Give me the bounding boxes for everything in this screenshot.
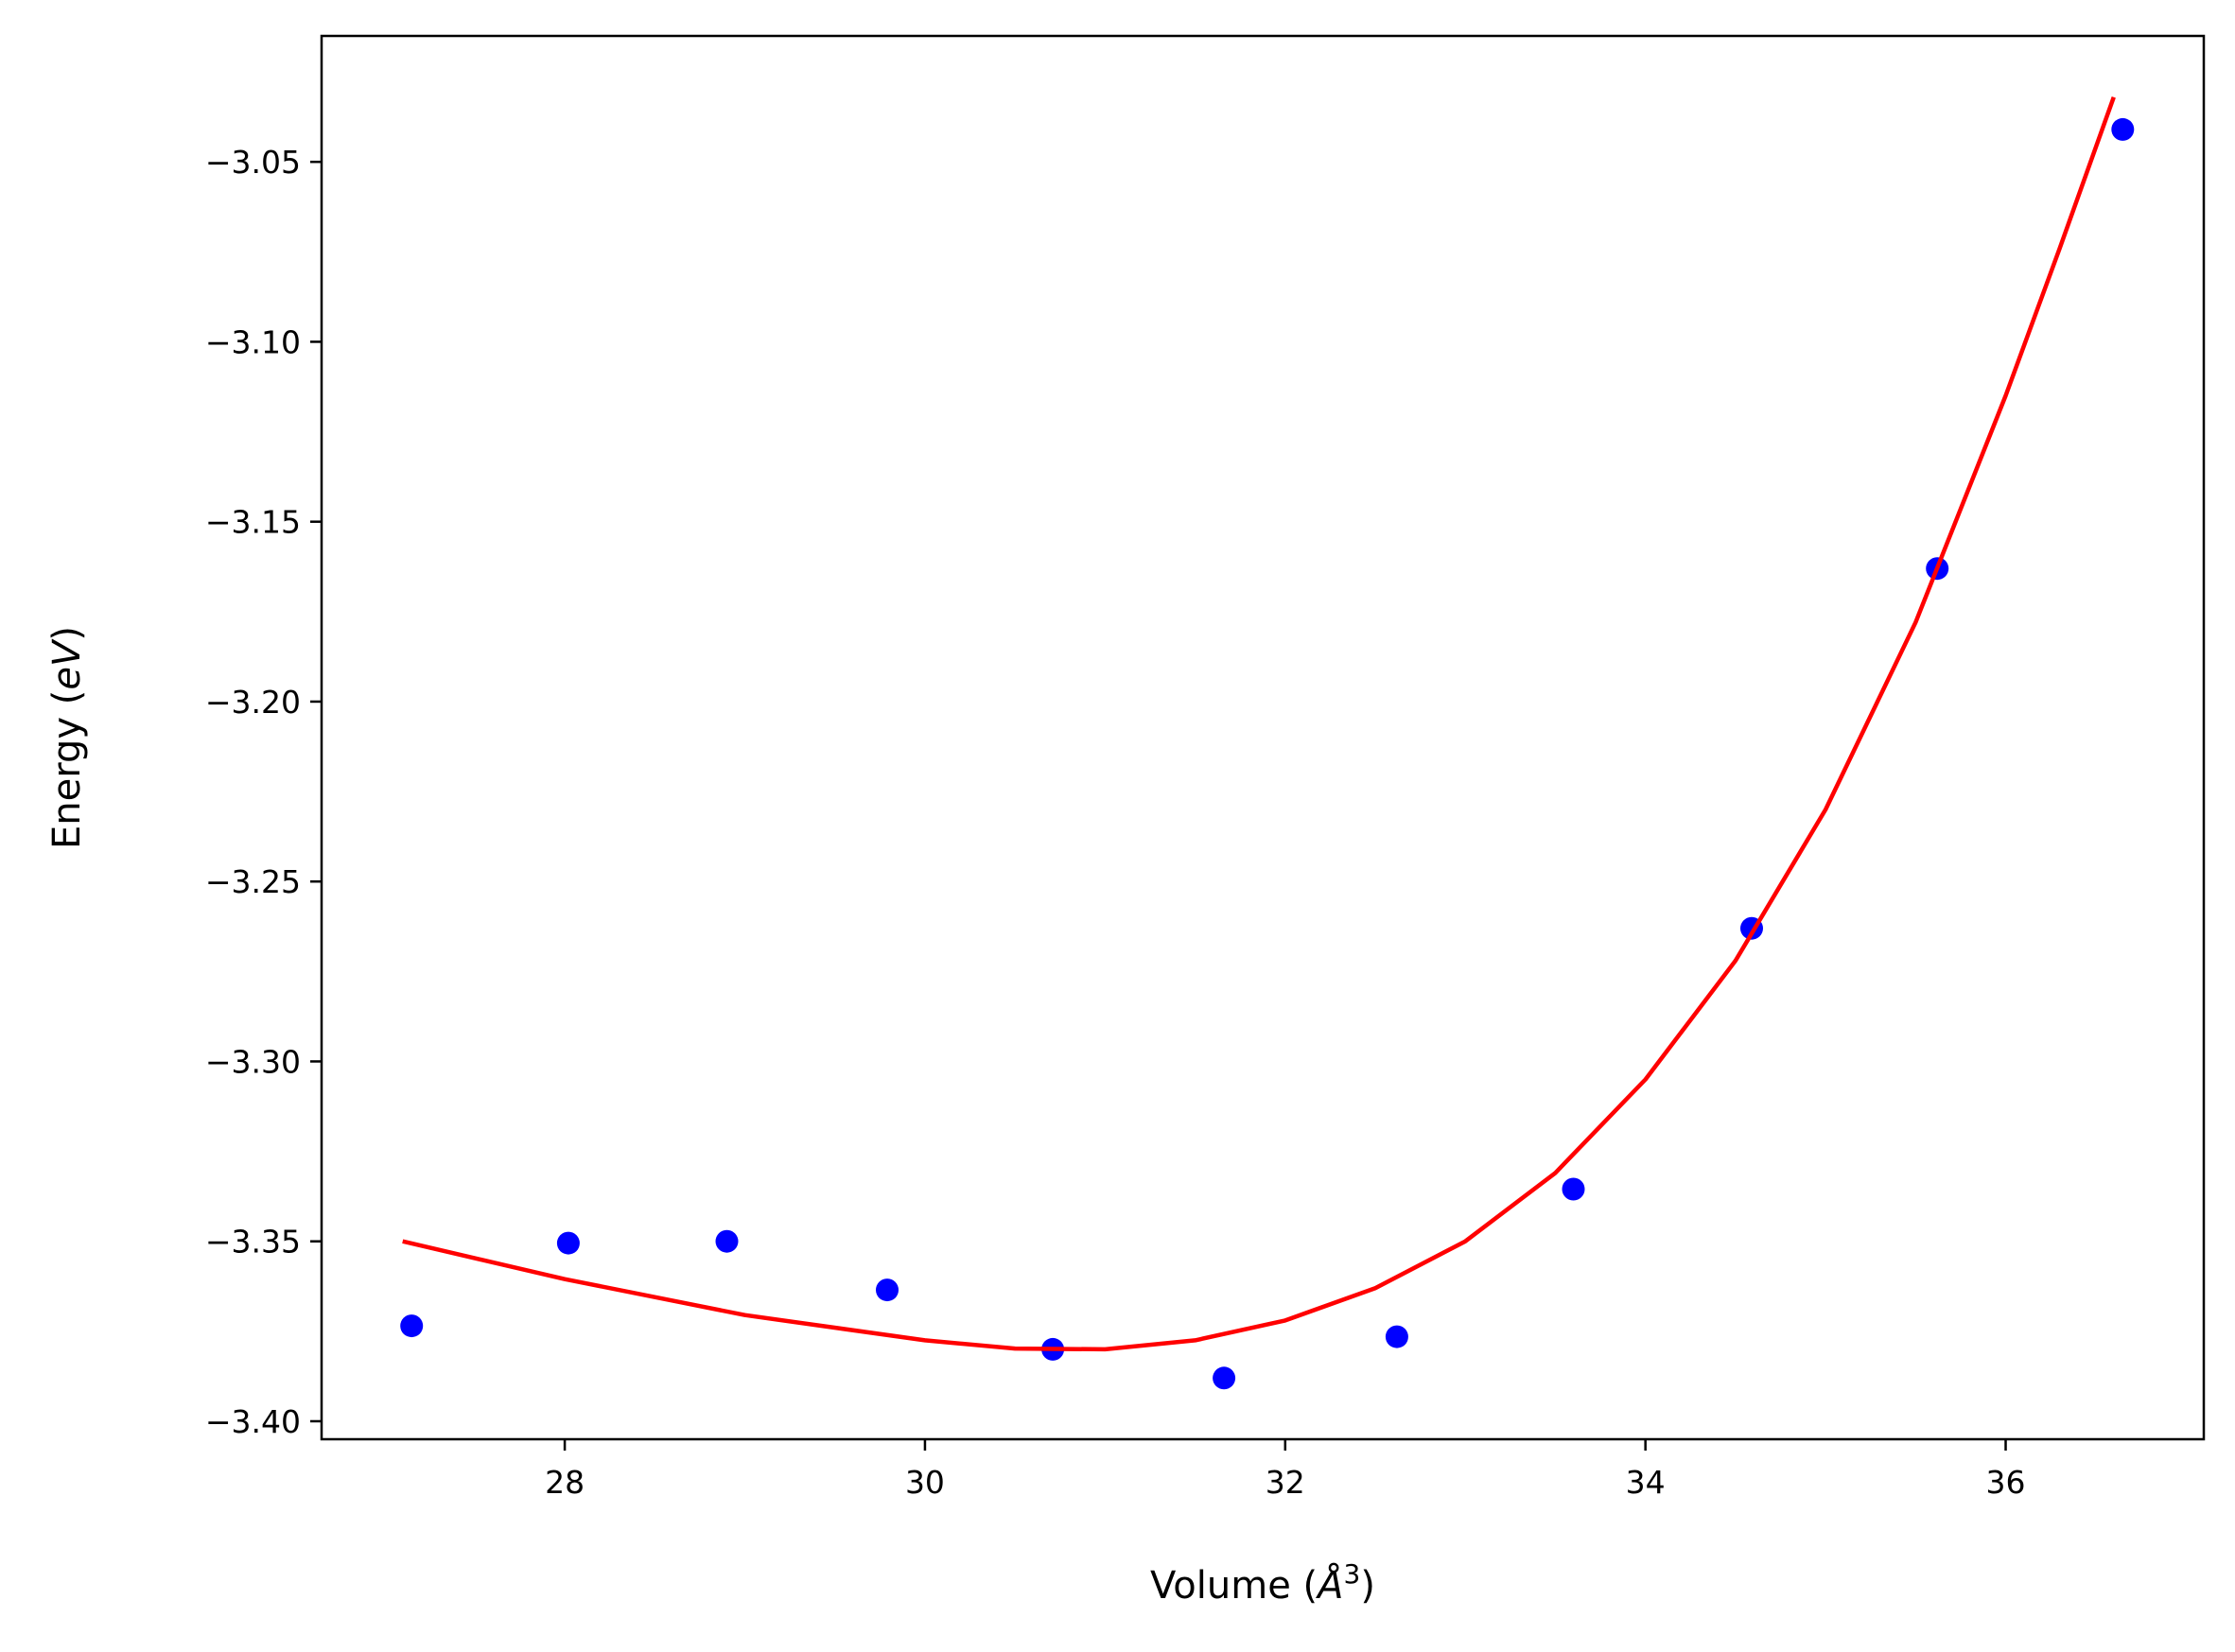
y-tick-label: −3.30 — [205, 1043, 301, 1080]
y-tick-label: −3.25 — [205, 863, 301, 900]
x-tick-label: 28 — [545, 1464, 585, 1501]
plot-area — [400, 96, 2135, 1390]
data-point-4 — [876, 1278, 899, 1302]
data-point-1 — [400, 1314, 424, 1338]
x-tick-label: 34 — [1626, 1464, 1666, 1501]
data-point-11 — [2111, 117, 2135, 141]
y-tick-label: −3.10 — [205, 323, 301, 360]
data-point-6 — [1213, 1366, 1236, 1390]
x-tick-label: 36 — [1986, 1464, 2026, 1501]
data-point-2 — [556, 1231, 580, 1255]
y-tick-label: −3.15 — [205, 504, 301, 541]
data-point-7 — [1385, 1325, 1408, 1348]
y-axis-label: Energy (eV) — [45, 626, 89, 849]
fit-curve — [402, 96, 2116, 1352]
x-axis-label: Volume (Å3) — [1150, 1558, 1375, 1608]
y-tick-label: −3.05 — [205, 144, 301, 181]
data-point-3 — [715, 1229, 739, 1253]
data-point-8 — [1562, 1177, 1585, 1201]
x-tick-label: 32 — [1266, 1464, 1305, 1501]
y-axis: −3.05 −3.10 −3.15 −3.20 −3.25 −3.30 −3.35 −3.40 — [205, 144, 322, 1440]
x-axis: 28 30 32 34 36 — [545, 1439, 2026, 1501]
x-tick-label: 30 — [905, 1464, 945, 1501]
y-tick-label: −3.35 — [205, 1224, 301, 1261]
axes-frame — [320, 34, 2206, 1441]
y-tick-label: −3.40 — [205, 1403, 301, 1440]
y-tick-label: −3.20 — [205, 684, 301, 721]
